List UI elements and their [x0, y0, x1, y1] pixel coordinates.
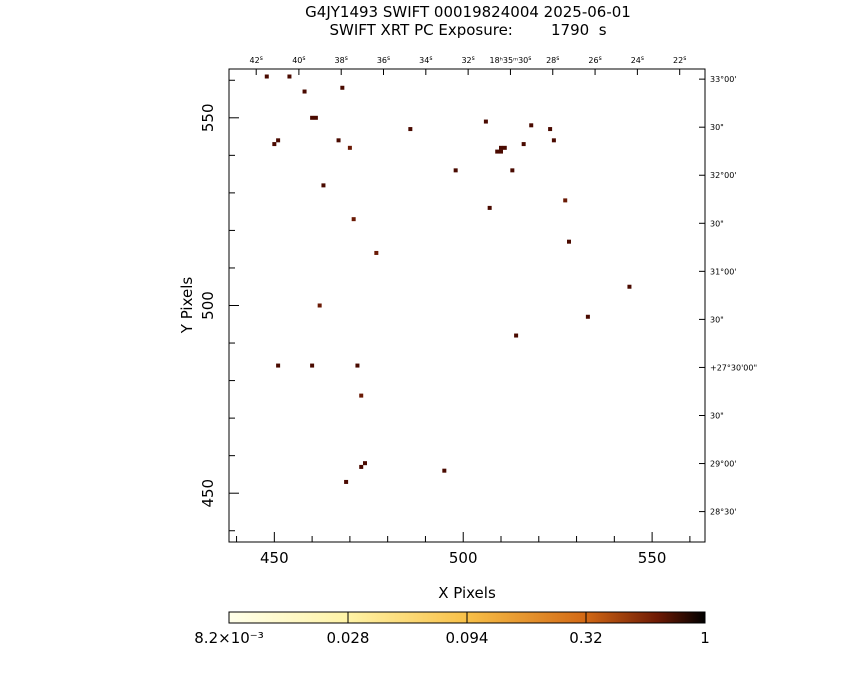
data-point-18 [502, 145, 507, 150]
data-point-16 [495, 149, 500, 154]
data-point-21 [510, 168, 515, 173]
y-axis-label: Y Pixels [178, 277, 196, 335]
data-point-6 [272, 142, 277, 147]
data-point-13 [548, 127, 553, 132]
right-tick-label-1: 30" [710, 123, 724, 132]
top-tick-label-10: 22s [673, 55, 686, 65]
data-point-36 [363, 461, 367, 466]
data-point-12 [529, 123, 534, 128]
data-point-32 [276, 363, 281, 368]
top-tick-label-8: 26s [588, 55, 601, 65]
right-tick-label-2: 32°00' [710, 171, 737, 180]
data-point-27 [374, 250, 379, 255]
colorbar-label-0: 8.2×10⁻³ [194, 629, 263, 647]
x-tick-label-1: 500 [449, 549, 478, 567]
data-point-20 [453, 168, 458, 173]
data-point-7 [276, 138, 281, 143]
top-tick-label-3: 36s [377, 55, 390, 65]
data-point-26 [567, 239, 571, 244]
colorbar-label-2: 0.094 [446, 629, 489, 647]
right-tick-label-7: 30" [710, 411, 724, 420]
data-point-4 [310, 115, 315, 120]
top-tick-label-2: 38s [335, 55, 348, 65]
data-point-25 [351, 217, 356, 222]
data-point-10 [408, 127, 413, 132]
right-tick-label-4: 31°00' [710, 267, 737, 276]
right-tick-label-6: +27°30'00" [710, 363, 757, 372]
right-tick-label-5: 30" [710, 315, 724, 324]
data-point-1 [287, 74, 292, 79]
chart-subtitle: SWIFT XRT PC Exposure: 1790 s [329, 21, 606, 39]
right-tick-label-9: 28°30' [710, 508, 737, 517]
data-point-14 [551, 138, 556, 143]
right-tick-label-8: 29°00' [710, 460, 737, 469]
data-point-23 [563, 198, 568, 203]
data-point-35 [359, 393, 364, 398]
colorbar-label-1: 0.028 [327, 629, 370, 647]
data-point-2 [302, 89, 307, 94]
data-point-3 [340, 85, 345, 90]
data-point-8 [336, 138, 341, 143]
data-point-29 [317, 303, 322, 308]
data-point-5 [313, 115, 318, 120]
data-point-15 [521, 142, 526, 147]
chart-title: G4JY1493 SWIFT 00019824004 2025-06-01 [305, 3, 631, 21]
top-tick-label-1: 40s [292, 55, 305, 65]
data-point-17 [499, 149, 503, 154]
colorbar-ticks: 8.2×10⁻³ 0.028 0.094 0.32 1 [194, 612, 710, 647]
data-point-39 [344, 479, 349, 484]
data-point-22 [321, 183, 326, 188]
top-tick-label-0: 42s [250, 55, 263, 65]
y-tick-label-2: 550 [199, 103, 217, 132]
data-point-24 [487, 205, 492, 210]
points-layer [264, 74, 632, 484]
data-point-37 [359, 464, 364, 469]
data-point-0 [264, 74, 269, 79]
colorbar-label-3: 0.32 [569, 629, 602, 647]
data-point-9 [347, 145, 352, 150]
x-axis-label: X Pixels [438, 584, 496, 602]
data-point-31 [514, 333, 519, 338]
data-point-33 [310, 363, 315, 368]
data-point-11 [483, 119, 488, 124]
top-tick-label-5: 32s [461, 55, 474, 65]
data-point-28 [627, 284, 632, 289]
data-point-38 [442, 468, 447, 473]
right-tick-label-3: 30" [710, 219, 724, 228]
x-tick-label-2: 550 [638, 549, 667, 567]
top-tick-label-9: 24s [631, 55, 644, 65]
data-point-19 [499, 145, 503, 150]
top-tick-label-7: 28s [546, 55, 559, 65]
plot-frame [228, 68, 706, 543]
y-tick-label-0: 450 [199, 479, 217, 508]
top-tick-label-6: 18ʰ35ᵐ30s [489, 55, 531, 65]
data-point-34 [355, 363, 360, 368]
colorbar-label-4: 1 [700, 629, 710, 647]
top-tick-label-4: 34s [419, 55, 432, 65]
right-tick-label-0: 33°00' [710, 75, 737, 84]
x-tick-label-0: 450 [260, 549, 289, 567]
data-point-30 [585, 314, 590, 319]
axis-ticks: 450 500 550 450 500 550 42s 40s 38s 36s 34s 32s 18ʰ3… [199, 55, 757, 567]
y-tick-label-1: 500 [199, 291, 217, 320]
